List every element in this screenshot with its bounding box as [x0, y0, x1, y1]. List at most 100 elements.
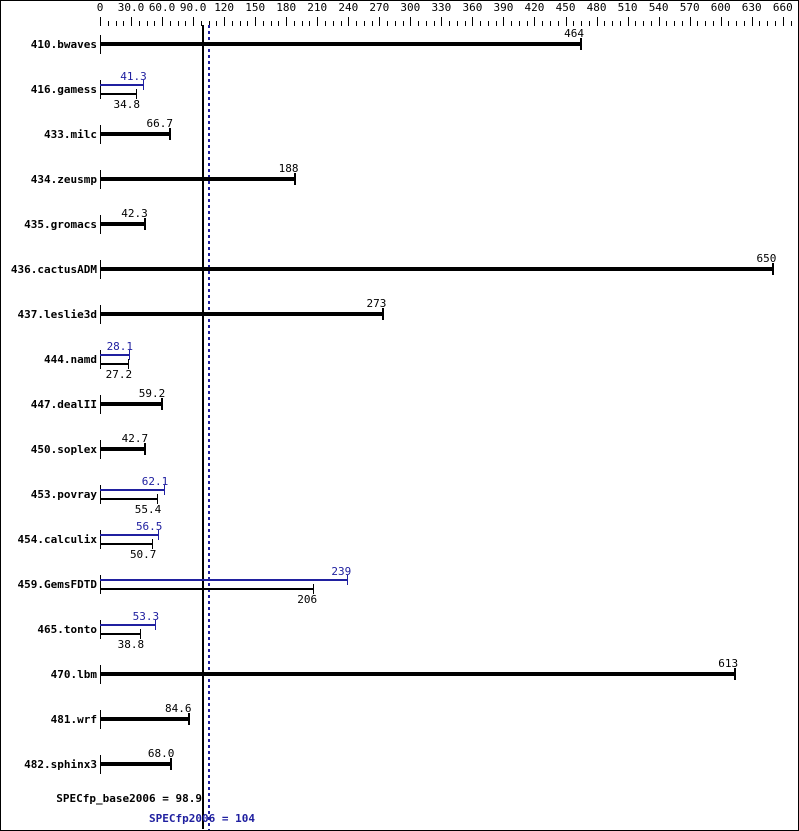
- axis-tick-major: [224, 17, 226, 26]
- bar-value-label: 42.3: [121, 207, 148, 220]
- axis-tick-minor: [123, 21, 125, 26]
- bar-end-cap: [152, 539, 154, 549]
- axis-tick-major: [658, 17, 660, 26]
- bar-base: [100, 447, 145, 451]
- axis-tick-minor: [185, 21, 187, 26]
- bar-value-label: 41.3: [120, 70, 147, 83]
- bar-end-cap: [161, 398, 164, 410]
- row-origin-tick: [100, 620, 101, 639]
- axis-tick-minor: [425, 21, 427, 26]
- axis-tick-minor: [635, 21, 637, 26]
- bar-end-cap: [143, 218, 146, 230]
- axis-tick-minor: [790, 21, 792, 26]
- row-origin-tick: [100, 530, 101, 549]
- bar-end-cap: [140, 629, 142, 639]
- axis-tick-major: [348, 17, 350, 26]
- axis-tick-label: 90.0: [179, 1, 207, 14]
- axis-tick-major: [751, 17, 753, 26]
- benchmark-label: 482.sphinx3: [24, 758, 97, 771]
- bar-base: [100, 177, 295, 181]
- bar-base: [100, 93, 136, 95]
- benchmark-row: 444.namd 28.1 27.2: [1, 340, 798, 387]
- axis-tick-minor: [581, 21, 583, 26]
- benchmark-label: 436.cactusADM: [10, 263, 97, 276]
- benchmark-label: 459.GemsFDTD: [17, 578, 97, 591]
- axis-tick-label: 180: [276, 1, 297, 14]
- bar-value-label: 206: [297, 593, 318, 606]
- benchmark-label: 416.gamess: [30, 83, 97, 96]
- benchmark-label: 470.lbm: [50, 668, 97, 681]
- bar-end-cap: [734, 668, 737, 680]
- bar-end-cap: [157, 494, 159, 504]
- axis-tick-minor: [270, 21, 272, 26]
- benchmark-label: 453.povray: [30, 488, 97, 501]
- axis-tick-label: 360: [462, 1, 483, 14]
- benchmark-row: 437.leslie3d 273: [1, 297, 798, 342]
- bar-base: [100, 672, 735, 676]
- axis-tick-major: [720, 17, 722, 26]
- axis-tick-minor: [262, 21, 264, 26]
- axis-tick-minor: [293, 21, 295, 26]
- axis-tick-minor: [550, 21, 551, 26]
- bar-base: [100, 312, 383, 316]
- axis-tick-label: 480: [586, 1, 607, 14]
- axis-tick-minor: [518, 21, 520, 26]
- bar-peak: [100, 354, 130, 356]
- bar-end-cap: [129, 350, 131, 360]
- axis-tick-major: [410, 17, 412, 26]
- axis-tick-minor: [115, 21, 117, 26]
- axis-tick-major: [162, 17, 164, 26]
- benchmark-label: 481.wrf: [50, 713, 97, 726]
- axis-tick-minor: [356, 21, 358, 26]
- axis-tick-minor: [495, 21, 497, 26]
- axis-tick-minor: [433, 21, 435, 26]
- benchmark-row: 465.tonto 53.3 38.8: [1, 611, 798, 657]
- axis-tick-minor: [387, 21, 389, 26]
- axis-tick-minor: [728, 21, 730, 26]
- axis-tick-minor: [325, 21, 326, 26]
- axis-tick-minor: [146, 21, 148, 26]
- row-origin-tick: [100, 350, 101, 369]
- bar-peak: [100, 489, 165, 491]
- axis-tick-label: 420: [524, 1, 545, 14]
- axis-tick-minor: [542, 21, 544, 26]
- axis-tick-label: 600: [710, 1, 731, 14]
- bar-end-cap: [294, 173, 297, 185]
- axis-tick-minor: [278, 21, 280, 26]
- axis-tick-minor: [604, 21, 606, 26]
- axis-tick-minor: [340, 21, 342, 26]
- bar-end-cap: [382, 308, 385, 320]
- axis-tick-major: [565, 17, 567, 26]
- bar-end-cap: [136, 89, 137, 99]
- axis-tick-minor: [573, 21, 575, 26]
- axis-tick-minor: [418, 21, 420, 26]
- axis-tick-major: [131, 17, 133, 26]
- axis-tick-minor: [775, 21, 776, 26]
- axis-tick-minor: [154, 21, 156, 26]
- axis-tick-minor: [588, 21, 590, 26]
- bar-end-cap: [128, 359, 130, 369]
- axis-tick-major: [627, 17, 629, 26]
- axis-tick-major: [379, 17, 381, 26]
- benchmark-label: 454.calculix: [17, 533, 97, 546]
- axis-tick-label: 660: [772, 1, 793, 14]
- axis-tick-major: [534, 17, 536, 26]
- axis-tick-label: 450: [555, 1, 576, 14]
- axis-tick-major: [100, 17, 101, 26]
- axis-tick-minor: [697, 21, 699, 26]
- row-origin-tick: [100, 485, 101, 504]
- axis-tick-label: 210: [307, 1, 328, 14]
- axis-tick-minor: [107, 21, 109, 26]
- bar-value-label: 28.1: [106, 340, 134, 353]
- bar-value-label: 27.2: [105, 368, 133, 381]
- axis-tick-minor: [705, 21, 707, 26]
- axis-tick-major: [596, 17, 598, 26]
- bar-value-label: 613: [718, 657, 739, 670]
- axis-tick-major: [317, 17, 319, 26]
- bar-value-label: 66.7: [146, 117, 174, 130]
- axis-tick-minor: [643, 21, 645, 26]
- bar-base: [100, 222, 144, 226]
- bar-end-cap: [313, 584, 315, 594]
- x-axis: 0 30.0 60.0 90.0 120 150 180 210 240 270 300 330 360…: [1, 1, 798, 27]
- axis-tick-minor: [674, 21, 676, 26]
